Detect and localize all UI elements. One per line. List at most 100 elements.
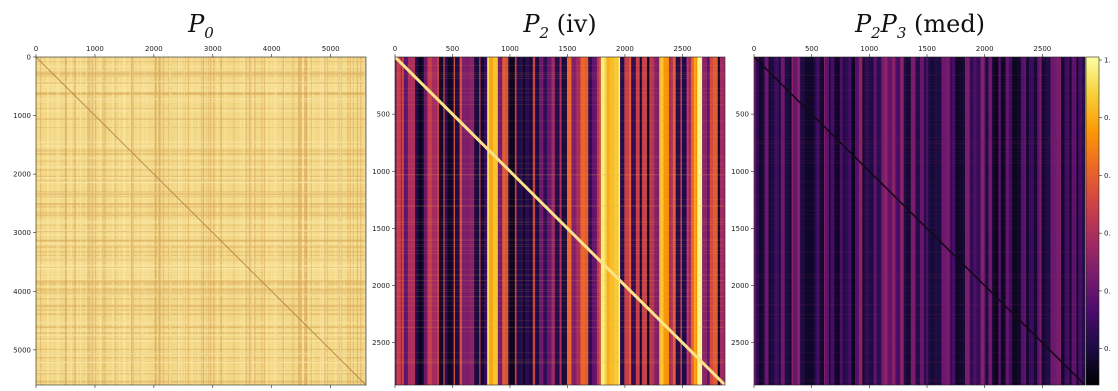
heatmap-col-stripe	[143, 57, 145, 385]
heatmap-column	[830, 57, 835, 385]
heatmap-row-stripe	[36, 153, 366, 155]
heatmap-column	[522, 57, 526, 385]
heatmap-row-stripe	[36, 245, 366, 247]
heatmap-column	[611, 57, 615, 385]
heatmap-panel-p2p3-med: 0 500 1000 1500 2000 2500 500 1000 1500 2000 2500	[731, 45, 1086, 388]
heatmap-column	[717, 57, 721, 385]
colorbar-tick-label: 1.	[1104, 57, 1111, 65]
colorbar-tick-label: 0.	[1104, 230, 1111, 238]
heatmap-row-noise	[754, 194, 1085, 196]
heatmap-column	[508, 57, 511, 385]
heatmap-row-stripe	[36, 321, 366, 324]
heatmap-row-stripe	[36, 92, 366, 94]
heatmap-col-stripe	[356, 57, 359, 385]
heatmap-row-stripe	[36, 356, 366, 359]
heatmap-row-stripe	[36, 93, 366, 96]
axes-frame	[35, 56, 367, 386]
heatmap-column	[758, 57, 764, 385]
y-tick-label: 2000	[731, 282, 749, 290]
heatmap-row-noise	[754, 210, 1085, 211]
heatmap-row-stripe	[36, 279, 366, 281]
heatmap-column	[600, 57, 605, 385]
heatmap-row-stripe	[36, 332, 366, 334]
heatmap-row-noise	[395, 238, 725, 240]
heatmap-row-noise	[395, 330, 725, 332]
heatmap-row-stripe	[36, 313, 366, 315]
heatmap-column	[395, 57, 397, 385]
heatmap-row-noise	[754, 90, 1085, 92]
heatmap-row-stripe	[36, 286, 366, 288]
heatmap-row-stripe	[36, 222, 366, 224]
heatmap-row-stripe	[36, 339, 366, 342]
heatmap-row-stripe	[36, 160, 366, 162]
heatmap-column	[962, 57, 966, 385]
heatmap-column	[423, 57, 428, 385]
heatmap-column	[669, 57, 671, 385]
heatmap-column	[929, 57, 936, 385]
heatmap-column	[1028, 57, 1035, 385]
heatmap-column	[871, 57, 874, 385]
y-tick-label: 500	[377, 111, 390, 119]
heatmap-row-noise	[754, 274, 1085, 275]
heatmap-row-noise	[395, 268, 725, 270]
heatmap-row-stripe	[36, 284, 366, 286]
heatmap-column	[472, 57, 475, 385]
heatmap-column	[828, 57, 831, 385]
heatmap-row-noise	[754, 142, 1085, 144]
heatmap-column	[1008, 57, 1013, 385]
heatmap-column	[591, 57, 598, 385]
heatmap-row-stripe	[36, 304, 366, 306]
heatmap-column	[1078, 57, 1083, 385]
heatmap-row-noise	[754, 141, 1085, 142]
heatmap-row-noise	[754, 361, 1085, 362]
heatmap-column	[1069, 57, 1072, 385]
heatmap-row-stripe	[36, 180, 366, 182]
heatmap-column	[539, 57, 544, 385]
heatmap-column	[622, 57, 625, 385]
heatmap-column	[516, 57, 521, 385]
heatmap-column	[1052, 57, 1055, 385]
heatmap-column	[707, 57, 710, 385]
heatmap-column	[551, 57, 554, 385]
heatmap-row-stripe	[36, 169, 366, 171]
heatmap-column	[553, 57, 556, 385]
heatmap-column	[804, 57, 810, 385]
heatmap-row-stripe	[36, 196, 366, 198]
heatmap-column	[520, 57, 524, 385]
y-tick-label: 1000	[731, 168, 749, 176]
heatmap-column	[754, 57, 756, 385]
heatmap-column	[998, 57, 1002, 385]
heatmap-row-noise	[754, 218, 1085, 220]
heatmap-row-stripe	[36, 361, 366, 364]
heatmap-column	[755, 57, 760, 385]
x-tick-label: 5000	[322, 45, 340, 53]
heatmap-row-noise	[395, 253, 725, 255]
heatmap-column	[1020, 57, 1025, 385]
colorbar-tick-label: 0.	[1104, 114, 1111, 122]
heatmap-row-stripe	[36, 61, 366, 63]
heatmap-column	[837, 57, 841, 385]
heatmap-row-noise	[395, 361, 725, 362]
heatmap-row-noise	[395, 362, 725, 364]
heatmap-row-noise	[754, 214, 1085, 216]
heatmap-row-stripe	[36, 70, 366, 72]
heatmap-column	[639, 57, 643, 385]
heatmap-column	[927, 57, 931, 385]
heatmap-row-noise	[395, 174, 725, 175]
heatmap-row-noise	[754, 96, 1085, 98]
heatmap-column	[469, 57, 473, 385]
y-tick-label: 1000	[372, 168, 390, 176]
heatmap-row-noise	[395, 244, 725, 245]
heatmap-row-noise	[395, 275, 725, 276]
heatmap-column	[854, 57, 860, 385]
heatmap-row-stripe	[36, 90, 366, 92]
heatmap-row-stripe	[36, 264, 366, 267]
heatmap-column	[635, 57, 641, 385]
heatmap-row-noise	[395, 300, 725, 302]
heatmap-row-noise	[395, 104, 725, 105]
heatmap-column	[427, 57, 433, 385]
heatmap-column	[1068, 57, 1070, 385]
heatmap-row-noise	[395, 131, 725, 133]
heatmap-column	[915, 57, 921, 385]
heatmap-row-noise	[754, 251, 1085, 253]
